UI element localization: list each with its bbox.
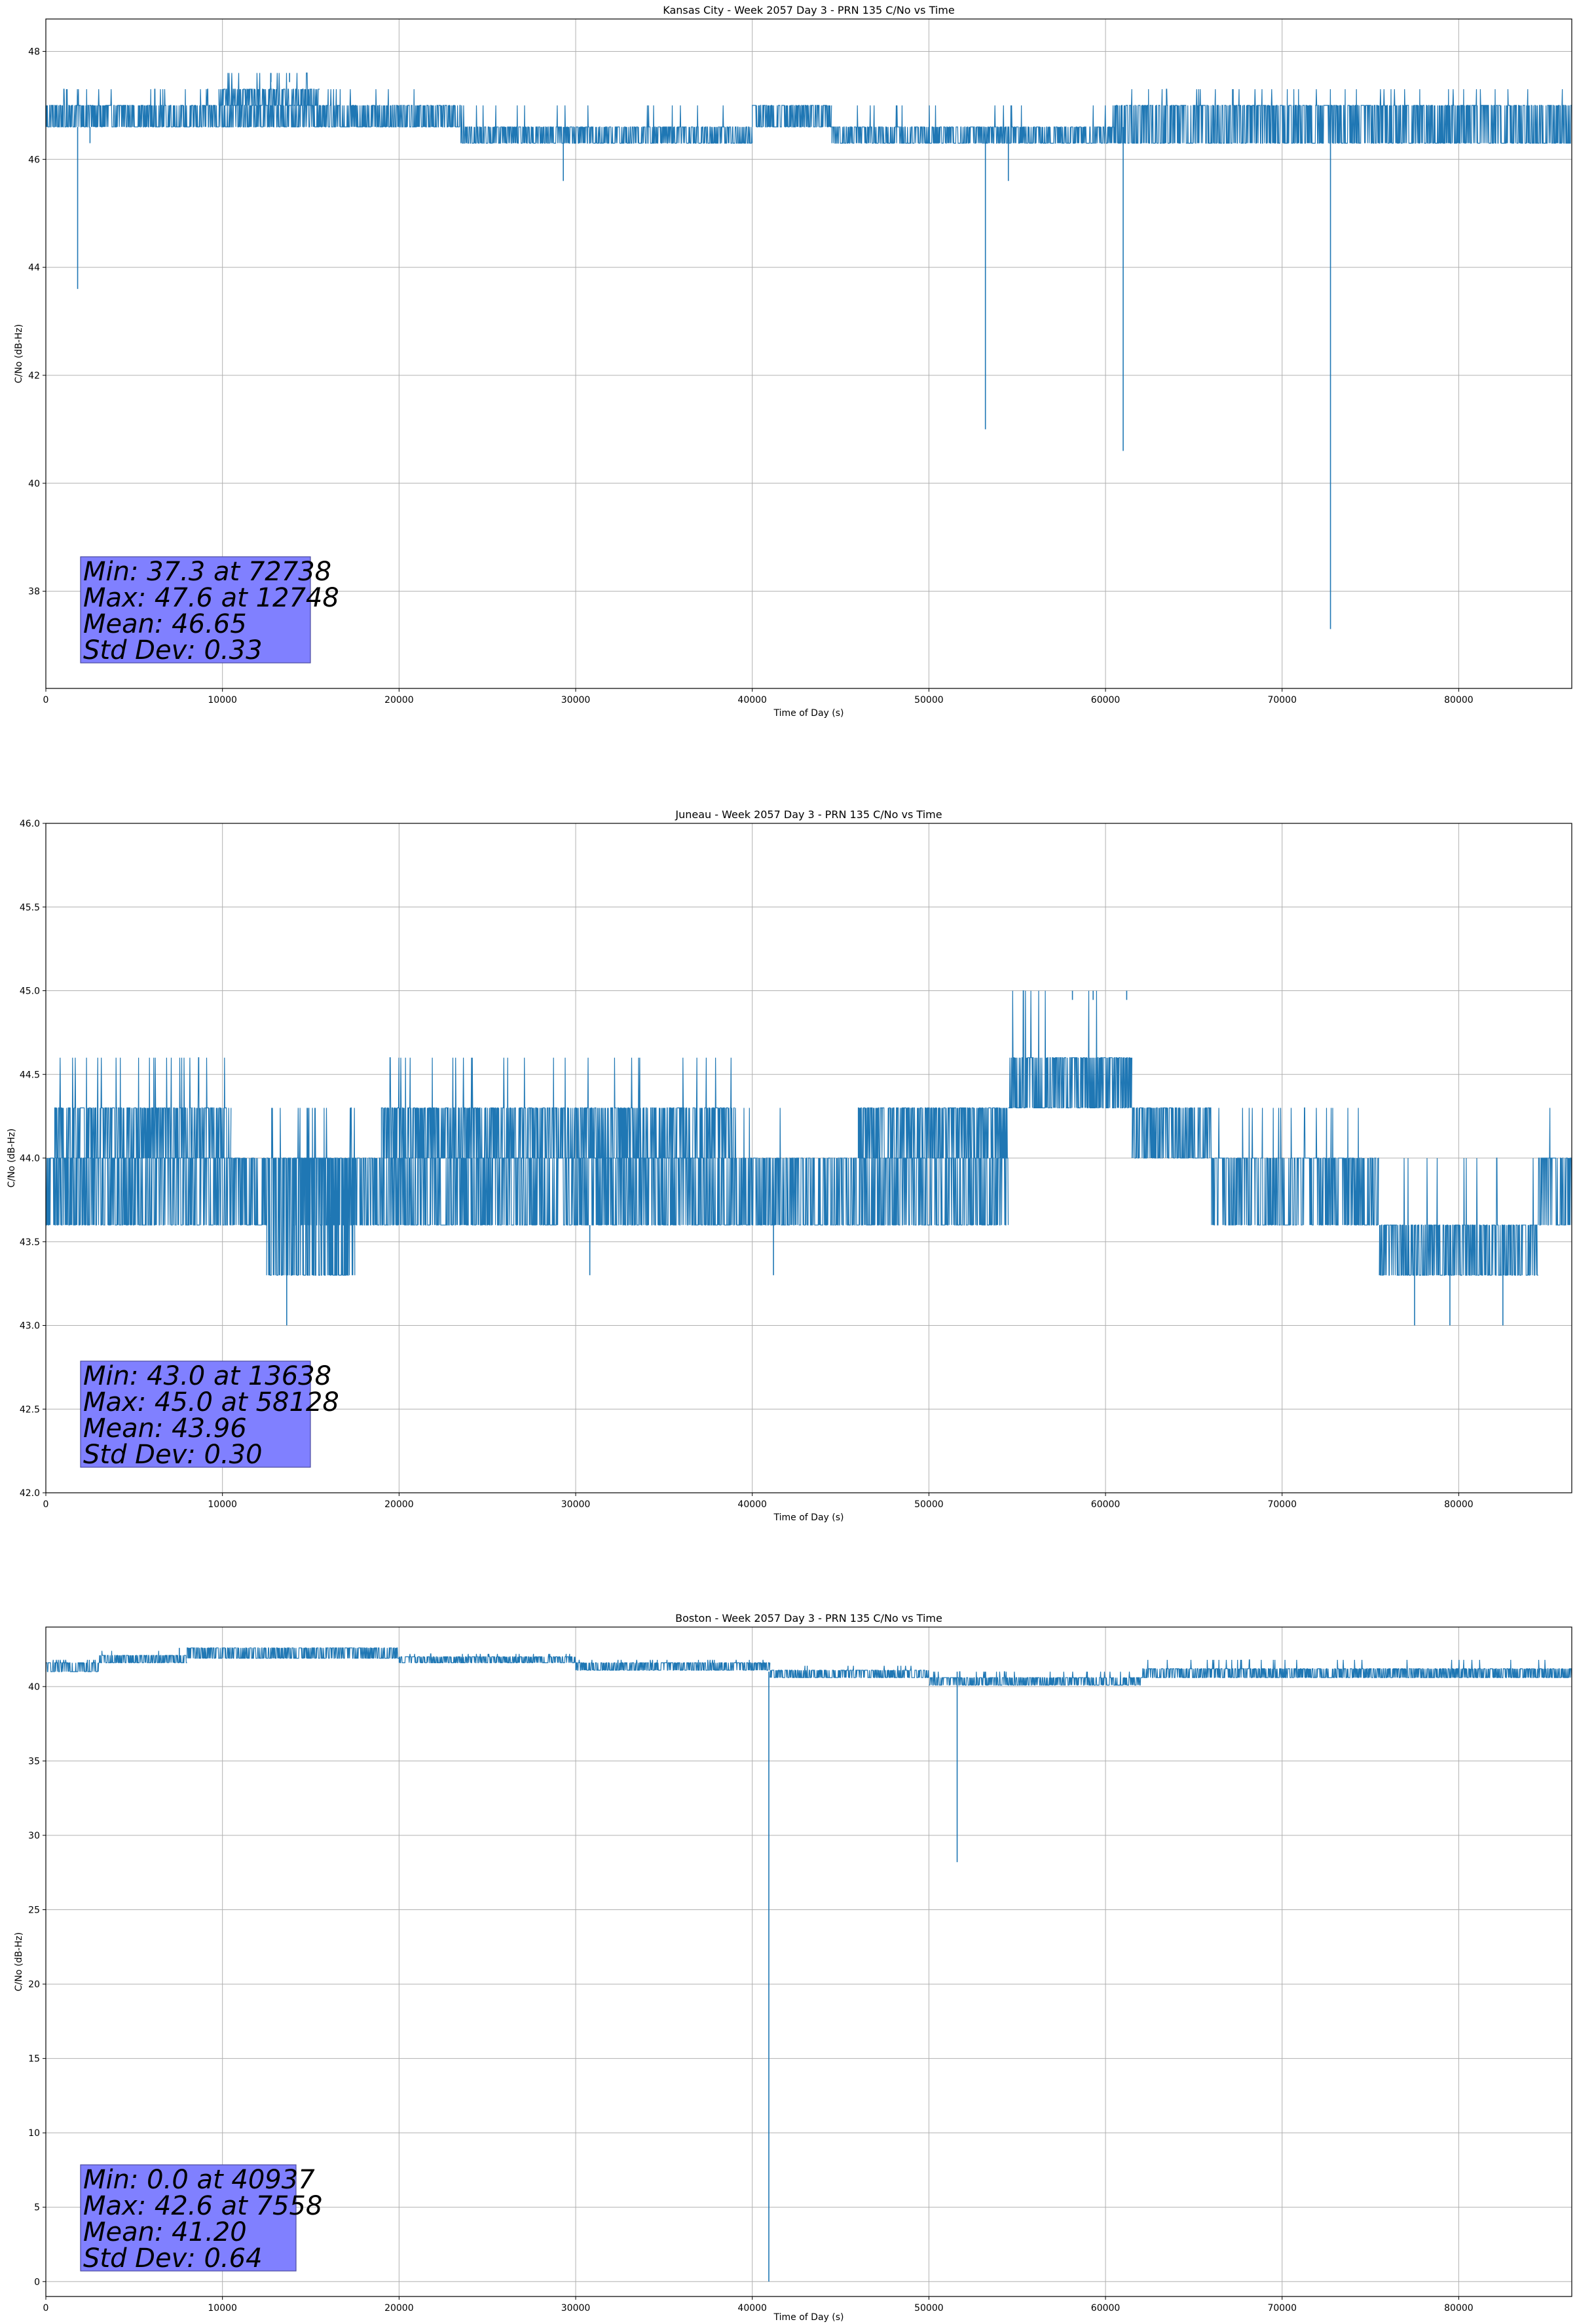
x-tick-label: 40000 [737,1499,767,1510]
grid [45,1627,1572,2296]
y-tick-label: 5 [34,2203,40,2213]
y-tick-label: 42 [28,371,40,381]
y-tick-label: 45.5 [20,903,40,913]
x-tick-label: 0 [43,2303,49,2314]
y-tick-label: 44 [28,263,40,273]
chart-title: Juneau - Week 2057 Day 3 - PRN 135 C/No … [675,808,942,821]
x-tick-label: 10000 [208,2303,237,2314]
stat-max: Max: 47.6 at 12748 [83,583,339,613]
x-tick-label: 30000 [561,695,591,705]
y-tick-label: 43.0 [20,1321,40,1332]
series-line-path [45,990,1572,1276]
x-tick-label: 80000 [1444,695,1474,705]
stats-box: Min: 43.0 at 13638 Max: 45.0 at 58128 Me… [80,1360,339,1470]
y-tick-label: 48 [28,47,40,57]
x-tick-label: 80000 [1444,2303,1474,2314]
y-tick-label: 42.5 [20,1404,40,1415]
stat-mean: Mean: 43.96 [83,1414,247,1444]
x-tick-label: 10000 [208,695,237,705]
x-tick-label: 50000 [914,2303,944,2314]
x-tick-label: 70000 [1267,1499,1297,1510]
plot-frame [45,1626,1572,2297]
stat-std-dev: Std Dev: 0.30 [83,1440,263,1470]
y-axis-label: C/No (dB-Hz) [14,324,24,383]
chart-panel-boston: Boston - Week 2057 Day 3 - PRN 135 C/No … [14,1612,1572,2323]
y-tick-label: 42.0 [20,1488,40,1499]
x-tick-label: 80000 [1444,1499,1474,1510]
y-tick-label: 40 [28,479,40,489]
y-tick-label: 0 [34,2277,40,2287]
x-tick-label: 60000 [1091,1499,1121,1510]
y-tick-label: 25 [28,1905,40,1916]
chart-title: Boston - Week 2057 Day 3 - PRN 135 C/No … [675,1612,942,1624]
axis-ticks: 0 10000 20000 30000 40000 50000 60000 70000 8000… [28,1682,1474,2314]
x-tick-label: 20000 [384,2303,414,2314]
y-axis-label: C/No (dB-Hz) [14,1932,24,1991]
stat-max: Max: 42.6 at 7558 [83,2191,322,2221]
series-line [45,990,1572,1326]
x-axis-label: Time of Day (s) [773,2312,844,2323]
x-tick-label: 60000 [1091,2303,1121,2314]
chart-panel-kansas-city: Kansas City - Week 2057 Day 3 - PRN 135 … [14,4,1572,719]
series-line-path [45,72,1572,144]
stat-mean: Mean: 46.65 [83,609,247,639]
y-tick-label: 45.0 [20,986,40,997]
x-tick-label: 0 [43,1499,49,1510]
x-tick-label: 30000 [561,2303,591,2314]
x-tick-label: 20000 [384,695,414,705]
x-tick-label: 0 [43,695,49,705]
y-tick-label: 10 [28,2128,40,2139]
axis-ticks: 0 10000 20000 30000 40000 50000 60000 70000 8000… [20,819,1474,1510]
x-tick-label: 40000 [737,695,767,705]
stats-box-background [80,1360,311,1468]
stat-min: Min: 43.0 at 13638 [83,1361,331,1391]
stats-box-background [80,556,311,664]
x-tick-label: 70000 [1267,2303,1297,2314]
chart-panel-juneau: Juneau - Week 2057 Day 3 - PRN 135 C/No … [7,808,1572,1523]
stat-max: Max: 45.0 at 58128 [83,1387,339,1417]
y-tick-label: 46.0 [20,819,40,829]
y-axis-label: C/No (dB-Hz) [7,1129,17,1188]
chart-title: Kansas City - Week 2057 Day 3 - PRN 135 … [663,4,954,16]
stat-min: Min: 0.0 at 40937 [83,2165,315,2195]
y-tick-label: 40 [28,1682,40,1693]
y-tick-label: 44.0 [20,1153,40,1164]
series-line-path [45,1647,1572,1686]
y-tick-label: 38 [28,587,40,597]
x-axis-label: Time of Day (s) [773,708,844,719]
y-tick-label: 43.5 [20,1237,40,1248]
y-tick-label: 30 [28,1831,40,1841]
stats-box: Min: 0.0 at 40937 Max: 42.6 at 7558 Mean… [80,2164,322,2274]
y-tick-label: 44.5 [20,1070,40,1080]
x-tick-label: 20000 [384,1499,414,1510]
x-tick-label: 30000 [561,1499,591,1510]
stats-box-background [80,2164,297,2272]
x-tick-label: 70000 [1267,695,1297,705]
axis-ticks: 0 10000 20000 30000 40000 50000 60000 70000 8000… [28,47,1474,705]
x-tick-label: 40000 [737,2303,767,2314]
y-tick-label: 35 [28,1756,40,1767]
series-line [45,72,1572,629]
y-tick-label: 15 [28,2054,40,2065]
plot-frame [45,18,1572,689]
x-axis-label: Time of Day (s) [773,1512,844,1523]
stat-std-dev: Std Dev: 0.33 [83,635,263,665]
plot-frame [45,823,1572,1493]
stat-mean: Mean: 41.20 [83,2217,247,2247]
stat-std-dev: Std Dev: 0.64 [83,2243,263,2274]
y-tick-label: 46 [28,155,40,165]
y-tick-label: 20 [28,1979,40,1990]
x-tick-label: 60000 [1091,695,1121,705]
stats-box: Min: 37.3 at 72738 Max: 47.6 at 12748 Me… [80,556,339,665]
x-tick-label: 50000 [914,1499,944,1510]
series-line [45,1647,1572,2282]
x-tick-label: 50000 [914,695,944,705]
x-tick-label: 10000 [208,1499,237,1510]
stat-min: Min: 37.3 at 72738 [83,557,331,587]
